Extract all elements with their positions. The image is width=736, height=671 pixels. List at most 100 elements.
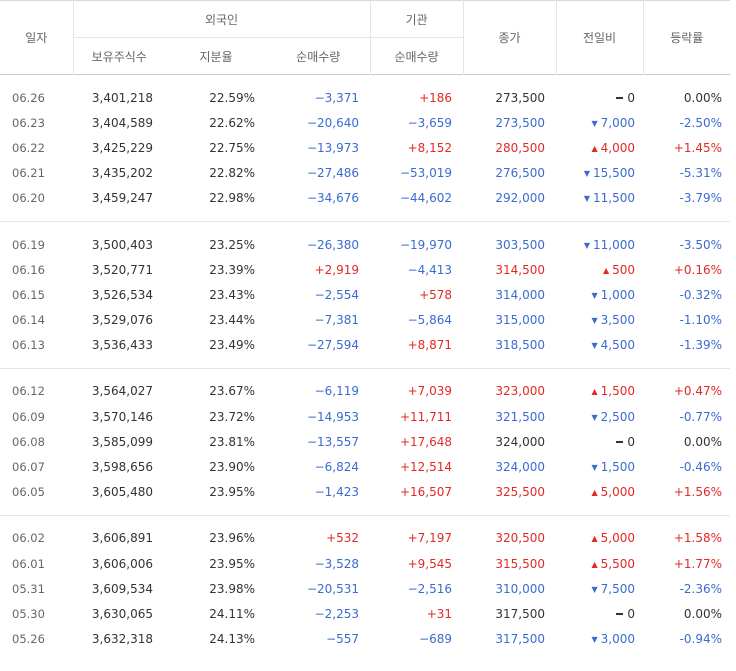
- close-cell: 315,500: [495, 556, 546, 571]
- foreign-net-cell: −7,381: [314, 313, 360, 328]
- change-cell: ▼ 11,000: [556, 232, 643, 257]
- triangle-down-icon: ▼: [591, 584, 598, 594]
- group-divider: [0, 652, 730, 665]
- close-cell: 273,500: [495, 90, 546, 105]
- rate-cell: +0.16%: [673, 262, 723, 277]
- header-inst-net: 순매수량: [369, 37, 464, 75]
- holdings-cell: 3,459,247: [91, 191, 153, 206]
- holdings-cell: 3,632,318: [91, 632, 153, 647]
- date-cell: 06.19: [12, 237, 45, 252]
- change-value: 4,500: [600, 338, 636, 353]
- foreign-net-cell: −3,528: [314, 556, 360, 571]
- ratio-cell: 22.75%: [209, 140, 255, 155]
- triangle-up-icon: ▲: [591, 559, 598, 569]
- change-value: 500: [612, 262, 636, 277]
- header-holdings: 보유주식수: [72, 37, 165, 75]
- date-cell: 06.21: [12, 166, 45, 181]
- table-row: 06.12 3,564,027 23.67% −6,119 +7,039 323,000 ▲…: [0, 379, 730, 404]
- change-value: 15,500: [593, 166, 636, 181]
- ratio-cell: 22.59%: [209, 90, 255, 105]
- date-cell: 06.01: [12, 556, 45, 571]
- date-cell: 06.15: [12, 287, 45, 302]
- table-row: 05.31 3,609,534 23.98% −20,531 −2,516 310,000…: [0, 576, 730, 601]
- foreign-net-cell: −27,594: [306, 338, 360, 353]
- header-ratio: 지분율: [165, 37, 267, 75]
- ratio-cell: 23.49%: [209, 338, 255, 353]
- inst-net-cell: +578: [419, 287, 453, 302]
- holdings-cell: 3,520,771: [91, 262, 153, 277]
- rate-cell: +1.77%: [673, 556, 723, 571]
- close-cell: 321,500: [495, 409, 546, 424]
- table-row: 06.20 3,459,247 22.98% −34,676 −44,602 292,00…: [0, 186, 730, 211]
- inst-net-cell: −19,970: [399, 237, 453, 252]
- date-cell: 06.23: [12, 115, 45, 130]
- date-cell: 06.14: [12, 313, 45, 328]
- date-cell: 06.05: [12, 485, 45, 500]
- holdings-cell: 3,605,480: [91, 485, 153, 500]
- ratio-cell: 23.43%: [209, 287, 255, 302]
- change-value: 7,500: [600, 581, 636, 596]
- inst-net-cell: −44,602: [399, 191, 453, 206]
- date-cell: 06.07: [12, 460, 45, 475]
- group-divider: [0, 504, 731, 516]
- ratio-cell: 23.90%: [209, 460, 255, 475]
- holdings-cell: 3,585,099: [91, 434, 153, 449]
- date-cell: 06.20: [12, 191, 45, 206]
- rate-cell: +0.47%: [673, 384, 723, 399]
- change-cell: ▲ 500: [556, 257, 643, 282]
- holdings-cell: 3,404,589: [91, 115, 153, 130]
- ratio-cell: 24.13%: [209, 632, 255, 647]
- close-cell: 318,500: [495, 338, 546, 353]
- triangle-up-icon: ▲: [591, 534, 598, 544]
- foreign-net-cell: −2,554: [314, 287, 360, 302]
- change-cell: 0: [556, 85, 643, 110]
- triangle-down-icon: ▼: [591, 316, 598, 326]
- table-row: 06.05 3,605,480 23.95% −1,423 +16,507 325,500…: [0, 480, 730, 505]
- rate-cell: -2.36%: [679, 581, 723, 596]
- close-cell: 325,500: [495, 485, 546, 500]
- close-cell: 324,000: [495, 434, 546, 449]
- table-row: 06.23 3,404,589 22.62% −20,640 −3,659 273,500…: [0, 110, 730, 135]
- table-row: 06.02 3,606,891 23.96% +532 +7,197 320,500 ▲ 5,…: [0, 526, 730, 551]
- foreign-net-cell: −14,953: [306, 409, 360, 424]
- holdings-cell: 3,500,403: [91, 237, 153, 252]
- table-body: 06.26 3,401,218 22.59% −3,371 +186 273,500 0 0.…: [0, 75, 731, 665]
- inst-net-cell: +12,514: [399, 460, 453, 475]
- date-cell: 06.08: [12, 434, 45, 449]
- ratio-cell: 23.96%: [209, 531, 255, 546]
- table-row: 05.30 3,630,065 24.11% −2,253 +31 317,500 0 0.0…: [0, 601, 730, 626]
- inst-net-cell: +16,507: [399, 485, 453, 500]
- inst-net-cell: +11,711: [399, 409, 453, 424]
- header-institution: 기관: [369, 0, 464, 38]
- change-cell: ▼ 11,500: [556, 186, 643, 211]
- change-value: 0: [627, 434, 636, 449]
- inst-net-cell: +17,648: [399, 434, 453, 449]
- change-value: 5,000: [600, 485, 636, 500]
- date-cell: 05.31: [12, 581, 45, 596]
- inst-net-cell: +8,152: [407, 140, 453, 155]
- date-cell: 06.02: [12, 531, 45, 546]
- header-date: 일자: [0, 0, 73, 75]
- table-row: 06.15 3,526,534 23.43% −2,554 +578 314,000 ▼ 1,…: [0, 282, 730, 307]
- holdings-cell: 3,609,534: [91, 581, 153, 596]
- header-foreign-net: 순매수량: [267, 37, 371, 75]
- dash-icon: [616, 612, 624, 615]
- ratio-cell: 23.81%: [209, 434, 255, 449]
- foreign-net-cell: −557: [326, 632, 360, 647]
- rate-cell: -0.32%: [679, 287, 723, 302]
- foreign-net-cell: −34,676: [306, 191, 360, 206]
- change-cell: ▲ 4,000: [556, 135, 643, 160]
- inst-net-cell: −3,659: [407, 115, 453, 130]
- change-value: 3,500: [600, 313, 636, 328]
- change-cell: ▲ 5,000: [556, 526, 643, 551]
- change-cell: ▼ 1,500: [556, 454, 643, 479]
- triangle-up-icon: ▲: [591, 143, 598, 153]
- holdings-cell: 3,570,146: [91, 409, 153, 424]
- table-row: 06.14 3,529,076 23.44% −7,381 −5,864 315,000 ▼…: [0, 308, 730, 333]
- triangle-down-icon: ▼: [591, 341, 598, 351]
- close-cell: 324,000: [495, 460, 546, 475]
- inst-net-cell: −53,019: [399, 166, 453, 181]
- rate-cell: -0.94%: [679, 632, 723, 647]
- header-close: 종가: [462, 0, 557, 75]
- ratio-cell: 24.11%: [209, 606, 255, 621]
